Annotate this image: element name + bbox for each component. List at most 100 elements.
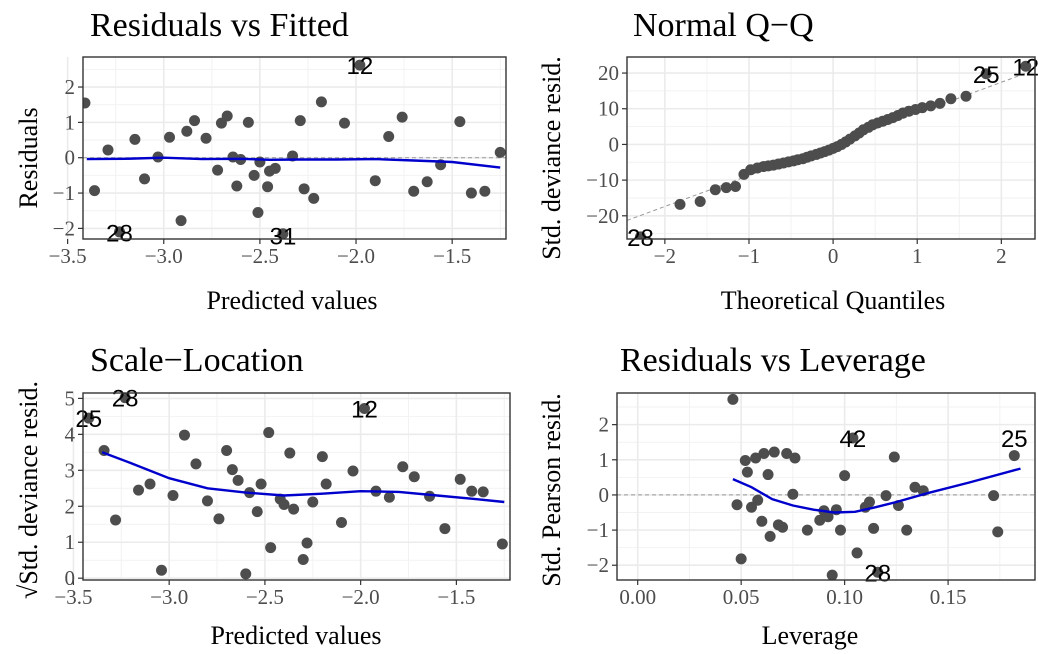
data-point bbox=[834, 524, 846, 536]
y-tick-label: −2 bbox=[587, 553, 609, 577]
y-axis-title: Std. deviance resid. bbox=[537, 56, 566, 260]
x-tick-label: 0.05 bbox=[723, 585, 760, 609]
data-point bbox=[739, 454, 751, 466]
data-point bbox=[232, 474, 244, 486]
y-tick-label: −20 bbox=[586, 204, 619, 228]
smooth-line bbox=[732, 467, 1021, 514]
data-point bbox=[242, 116, 254, 128]
data-point bbox=[354, 59, 366, 71]
data-point bbox=[397, 461, 409, 473]
data-point bbox=[301, 537, 313, 549]
y-axis-title: Std. Pearson resid. bbox=[537, 393, 566, 587]
data-point bbox=[454, 473, 466, 485]
data-point bbox=[851, 547, 863, 559]
data-point bbox=[254, 156, 266, 168]
data-point bbox=[839, 470, 851, 482]
data-point bbox=[139, 173, 151, 185]
data-point bbox=[263, 427, 275, 439]
y-tick-label: 2 bbox=[65, 75, 76, 99]
y-tick-label: 3 bbox=[65, 458, 76, 482]
point-label: 28 bbox=[864, 560, 891, 587]
data-point bbox=[758, 447, 770, 459]
data-point bbox=[252, 206, 264, 218]
x-tick-label: 0.00 bbox=[619, 585, 656, 609]
data-point bbox=[240, 568, 252, 580]
data-point bbox=[255, 478, 267, 490]
data-point bbox=[477, 486, 489, 498]
data-point bbox=[164, 131, 176, 143]
data-point bbox=[298, 183, 310, 195]
data-point bbox=[200, 132, 212, 144]
data-point bbox=[988, 490, 1000, 502]
data-point bbox=[454, 116, 466, 128]
x-tick-label: −3.5 bbox=[49, 244, 87, 268]
x-tick-label: −2.5 bbox=[246, 585, 284, 609]
data-point bbox=[872, 566, 884, 578]
data-point bbox=[133, 484, 145, 496]
data-point bbox=[992, 526, 1004, 538]
y-tick-label: 1 bbox=[65, 530, 76, 554]
data-point bbox=[221, 445, 233, 457]
point-label: 28 bbox=[106, 221, 133, 248]
data-point bbox=[925, 100, 937, 112]
y-tick-label: 1 bbox=[599, 448, 610, 472]
data-point bbox=[369, 175, 381, 187]
x-tick-label: −1.5 bbox=[437, 585, 475, 609]
data-point bbox=[251, 506, 263, 518]
panel-title: Residuals vs Fitted bbox=[90, 7, 349, 44]
data-point bbox=[212, 164, 224, 176]
x-tick-label: −2.0 bbox=[337, 244, 375, 268]
data-point bbox=[847, 432, 859, 444]
plot-content bbox=[83, 393, 508, 580]
data-point bbox=[916, 102, 928, 114]
data-point bbox=[746, 501, 758, 513]
panel-residuals-vs-leverage: Residuals vs Leverage Leverage Std. Pear… bbox=[537, 342, 1036, 650]
data-point bbox=[1008, 450, 1020, 462]
data-point bbox=[787, 488, 799, 500]
data-point bbox=[83, 412, 95, 424]
data-point bbox=[694, 196, 706, 208]
data-point bbox=[269, 162, 281, 174]
panel-scale-location: Scale−Location Predicted values √Std. de… bbox=[14, 342, 511, 650]
x-tick-label: 1 bbox=[912, 244, 923, 268]
panel-title: Residuals vs Leverage bbox=[620, 342, 926, 379]
data-point bbox=[335, 516, 347, 528]
data-point bbox=[320, 478, 332, 490]
data-point bbox=[190, 458, 202, 470]
data-point bbox=[288, 503, 300, 515]
x-tick-label: −2.5 bbox=[241, 244, 279, 268]
data-point bbox=[762, 469, 774, 481]
data-point bbox=[89, 185, 101, 197]
x-tick-label: −2.0 bbox=[342, 585, 380, 609]
plot-content bbox=[617, 393, 1035, 580]
data-point bbox=[634, 231, 646, 239]
data-point bbox=[750, 452, 762, 464]
x-tick-label: 0.15 bbox=[930, 585, 967, 609]
data-point bbox=[901, 524, 913, 536]
data-point bbox=[980, 68, 992, 80]
panel-title: Scale−Location bbox=[90, 342, 304, 379]
data-point bbox=[421, 176, 433, 188]
x-tick-label: −1.5 bbox=[433, 244, 471, 268]
y-tick-label: 0 bbox=[65, 146, 76, 170]
data-point bbox=[741, 466, 753, 478]
y-tick-label: 0 bbox=[599, 483, 610, 507]
data-point bbox=[880, 490, 892, 502]
data-point bbox=[466, 485, 478, 497]
data-point bbox=[265, 542, 277, 554]
data-point bbox=[863, 496, 875, 508]
data-point bbox=[822, 511, 834, 523]
data-point bbox=[226, 464, 238, 476]
data-point bbox=[102, 144, 114, 156]
data-point bbox=[316, 451, 328, 463]
data-point bbox=[262, 181, 274, 193]
data-point bbox=[129, 133, 141, 145]
data-point bbox=[383, 491, 395, 503]
data-point bbox=[826, 569, 838, 580]
data-point bbox=[181, 125, 193, 137]
data-point bbox=[752, 494, 764, 506]
